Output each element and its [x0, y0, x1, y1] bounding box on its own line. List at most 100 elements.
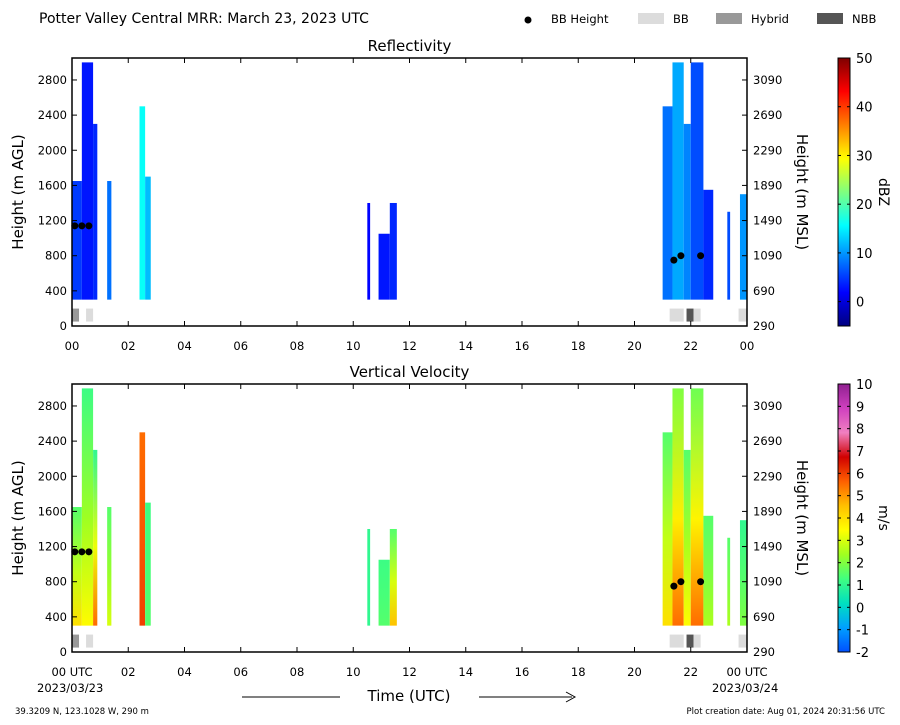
vvel-colorbar-tick-label: 6	[856, 467, 864, 482]
vvel-x-tick-label: 18	[571, 665, 586, 679]
legend-nbb-label: NBB	[852, 12, 876, 26]
vvel-y-right-tick-label: 2290	[753, 469, 782, 483]
legend-nbb-swatch	[817, 13, 843, 24]
refl-y-right-tick-label: 2290	[753, 143, 782, 157]
vvel-colorbar-tick-label: 9	[856, 400, 864, 415]
refl-bb-type-nbb	[686, 308, 694, 322]
vvel-bb-height-point	[670, 582, 678, 590]
vvel-y-right-tick-label: 1490	[753, 540, 782, 554]
vvel-plot-frame	[71, 383, 748, 653]
refl-x-tick-label: 14	[458, 339, 473, 353]
refl-bb-height-point	[697, 252, 705, 260]
vvel-echo-segment	[367, 528, 371, 626]
refl-x-tick-label: 00	[65, 339, 80, 353]
refl-x-tick-label: 00	[740, 339, 755, 353]
vvel-bb-type-bb	[738, 634, 747, 648]
vvel-x-tick-label: 22	[683, 665, 698, 679]
vvel-colorbar-tick-label: 7	[856, 445, 864, 460]
vvel-echo-segment	[672, 388, 684, 626]
refl-y-tick-label: 1600	[38, 178, 67, 192]
end-date-label: 2023/03/24	[712, 681, 778, 695]
refl-x-tick-label: 16	[515, 339, 530, 353]
vvel-y-right-tick-label: 1890	[753, 504, 782, 518]
vvel-x-tick-label: 12	[402, 665, 417, 679]
refl-colorbar-label: dBZ	[875, 178, 891, 206]
vvel-y-tick-label: 2800	[38, 399, 67, 413]
vvel-panel-title: Vertical Velocity	[350, 363, 470, 381]
vvel-y-right-tick-label: 3090	[753, 399, 782, 413]
refl-y-axis-label: Height (m AGL)	[9, 134, 27, 249]
refl-y-tick-label: 2000	[38, 143, 67, 157]
refl-bb-type-bb	[738, 308, 747, 322]
vvel-colorbar-tick-label: 0	[856, 601, 864, 616]
refl-echo-segment	[93, 123, 98, 300]
refl-bb-height-point	[677, 252, 685, 260]
vvel-y-tick-label: 2400	[38, 434, 67, 448]
refl-colorbar-tick-label: 50	[856, 52, 873, 67]
refl-colorbar-tick-label: 10	[856, 247, 873, 262]
vvel-x-tick-label: 10	[346, 665, 361, 679]
vvel-bb-type-bb	[86, 634, 94, 648]
refl-plot-frame	[71, 57, 748, 327]
refl-bb-height-point	[85, 222, 93, 230]
vvel-y-tick-label: 800	[45, 575, 67, 589]
refl-bb-height-point	[71, 222, 79, 230]
refl-x-tick-label: 04	[177, 339, 192, 353]
vvel-y-right-tick-label: 1090	[753, 575, 782, 589]
refl-echo-segment	[107, 181, 112, 300]
vvel-colorbar-tick-label: -2	[856, 646, 869, 661]
vvel-bb-type-nbb	[686, 634, 694, 648]
vvel-colorbar-label: m/s	[875, 505, 891, 531]
refl-x-tick-label: 06	[233, 339, 248, 353]
refl-echo-segment	[662, 106, 673, 300]
vvel-y-right-tick-label: 690	[753, 610, 775, 624]
refl-x-tick-label: 08	[290, 339, 305, 353]
vvel-echo-segment	[139, 432, 146, 626]
vvel-echo-segment	[81, 388, 94, 626]
vvel-y-right-tick-label: 2690	[753, 434, 782, 448]
refl-y-right-tick-label: 1890	[753, 178, 782, 192]
xlabel-arrow-icon	[565, 691, 577, 703]
refl-y-tick-label: 0	[60, 319, 67, 333]
vvel-colorbar-tick-label: 10	[856, 378, 873, 393]
refl-echo-segment	[739, 194, 747, 300]
vvel-colorbar-tick-label: 8	[856, 423, 864, 438]
start-date-label: 2023/03/23	[37, 681, 103, 695]
vvel-colorbar-tick-label: 3	[856, 534, 864, 549]
vvel-echo-segment	[683, 449, 691, 626]
creation-date-label: Plot creation date: Aug 01, 2024 20:31:5…	[687, 707, 886, 717]
vvel-bb-type-hybrid	[72, 634, 80, 648]
legend-bb-label: BB	[673, 12, 689, 26]
refl-y-right-tick-label: 290	[753, 319, 775, 333]
refl-x-tick-label: 22	[683, 339, 698, 353]
vvel-echo-segment	[739, 520, 747, 626]
vvel-bb-height-point	[697, 578, 705, 586]
refl-y-axis-right-label: Height (m MSL)	[793, 134, 811, 250]
refl-y-right-tick-label: 1490	[753, 214, 782, 228]
vvel-colorbar-tick-label: 2	[856, 557, 864, 572]
vvel-y-tick-label: 1200	[38, 540, 67, 554]
refl-y-tick-label: 2400	[38, 108, 67, 122]
refl-bb-height-point	[78, 222, 86, 230]
refl-colorbar-tick-label: 40	[856, 101, 873, 116]
refl-colorbar-tick-label: 30	[856, 149, 873, 164]
vvel-echo-segment	[662, 432, 673, 626]
vvel-x-tick-label: 16	[515, 665, 530, 679]
vvel-echo-segment	[145, 502, 151, 626]
refl-echo-segment	[81, 62, 94, 300]
vvel-echo-segment	[378, 559, 390, 626]
legend-bb-height-label: BB Height	[551, 12, 609, 26]
refl-y-tick-label: 400	[45, 284, 67, 298]
figure-title: Potter Valley Central MRR: March 23, 202…	[39, 11, 369, 27]
vvel-x-tick-label: 06	[233, 665, 248, 679]
vvel-echo-segment	[703, 515, 714, 626]
refl-bb-type-bb	[693, 308, 701, 322]
vvel-y-right-tick-label: 290	[753, 645, 775, 659]
vvel-bb-height-point	[85, 548, 93, 556]
vvel-x-tick-label: 14	[458, 665, 473, 679]
refl-colorbar-tick-label: 20	[856, 198, 873, 213]
refl-bb-height-point	[670, 256, 678, 264]
refl-echo-segment	[389, 202, 397, 300]
refl-x-tick-label: 10	[346, 339, 361, 353]
